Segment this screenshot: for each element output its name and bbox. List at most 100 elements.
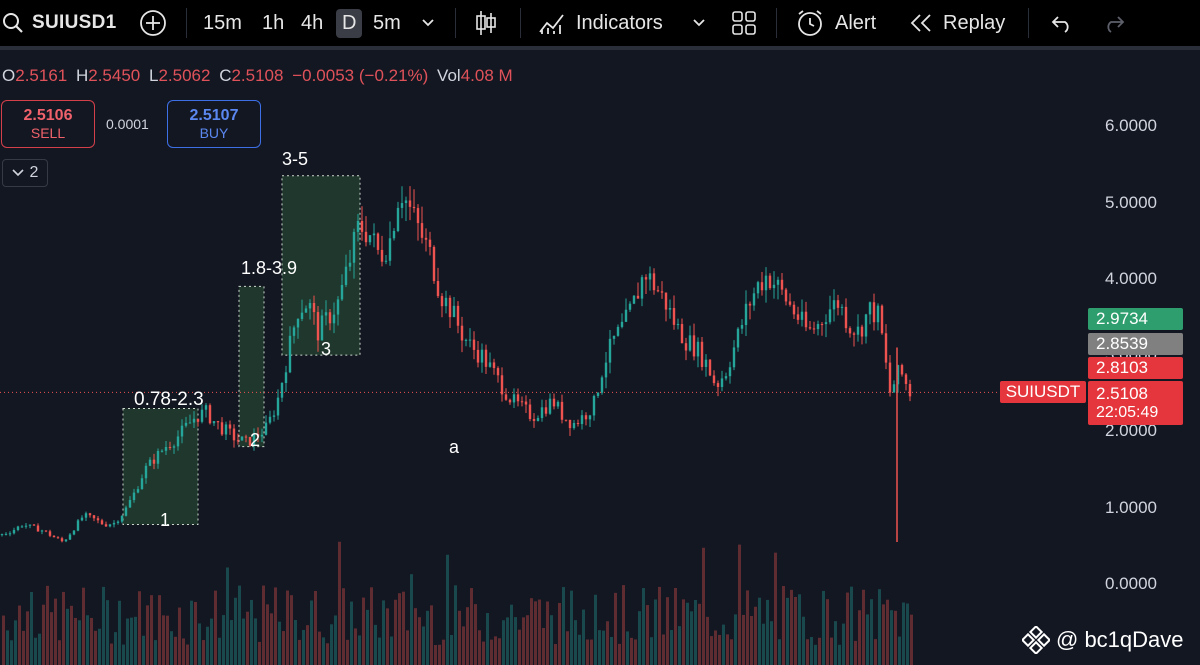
- candle-body: [748, 303, 752, 306]
- candle-body: [520, 401, 524, 403]
- volume-bar: [86, 615, 89, 665]
- volume-bar: [570, 590, 573, 665]
- annotation-label-box-3: 3-5: [282, 149, 308, 169]
- volume-bar: [214, 590, 217, 665]
- volume-bar: [874, 639, 877, 665]
- volume-bar: [538, 599, 541, 665]
- candle-body: [680, 324, 684, 344]
- candle-body: [792, 304, 796, 315]
- volume-bar: [510, 604, 513, 665]
- candle-body: [464, 339, 468, 341]
- bar-countdown: 22:05:49: [1096, 404, 1159, 421]
- timeframe-15m[interactable]: 15m: [203, 11, 242, 34]
- volume-bar: [862, 589, 865, 665]
- indicator-collapse-button[interactable]: 2: [2, 159, 48, 187]
- volume-bar: [330, 624, 333, 665]
- volume-bar: [274, 587, 277, 665]
- symbol-search[interactable]: SUIUSD1: [2, 0, 116, 46]
- candle-body: [772, 284, 776, 289]
- buy-button[interactable]: 2.5107 BUY: [167, 100, 261, 148]
- candle-body: [92, 515, 96, 519]
- volume-bar: [298, 639, 301, 665]
- redo-button[interactable]: [1102, 0, 1126, 46]
- candle-body: [484, 349, 488, 367]
- volume-bar: [66, 608, 69, 665]
- volume-bar: [178, 607, 181, 665]
- timeframe-1h[interactable]: 1h: [262, 11, 285, 34]
- current-price-tag: 2.5108 22:05:49: [1088, 381, 1183, 425]
- volume-bar: [754, 606, 757, 665]
- candle-body: [584, 415, 588, 420]
- candle-body: [204, 405, 208, 410]
- candle-body: [116, 521, 120, 523]
- volume-bar: [42, 604, 45, 665]
- volume-bar: [102, 586, 105, 665]
- candle-body: [516, 394, 520, 402]
- compare-button[interactable]: [139, 0, 167, 46]
- candle-body: [752, 293, 756, 306]
- indicators-button[interactable]: Indicators: [538, 0, 663, 46]
- volume-bar: [678, 626, 681, 665]
- volume-bar: [110, 643, 113, 665]
- volume-bar: [550, 615, 553, 665]
- volume-bar: [2, 615, 5, 665]
- candle-body: [40, 530, 44, 532]
- volume-bar: [370, 587, 373, 665]
- candle-body: [8, 533, 12, 535]
- binance-logo-icon: [1022, 626, 1050, 654]
- candle-body: [460, 325, 464, 341]
- candle-body: [364, 231, 368, 243]
- candle-body: [524, 401, 528, 405]
- candle-body: [288, 335, 292, 373]
- candle-body: [292, 327, 296, 336]
- volume-bar: [282, 631, 285, 665]
- candle-body: [444, 297, 448, 307]
- candle-body: [472, 339, 476, 350]
- candle-body: [296, 318, 300, 328]
- candle-body: [828, 309, 832, 323]
- volume-bar: [758, 597, 761, 665]
- price-axis-label: 0.0000: [1105, 574, 1157, 593]
- candle-body: [612, 335, 616, 339]
- volume-bar: [318, 631, 321, 665]
- volume-bar: [810, 636, 813, 665]
- candle-body: [704, 359, 708, 367]
- volume-bar: [886, 599, 889, 665]
- undo-button[interactable]: [1050, 0, 1074, 46]
- layout-button[interactable]: [731, 0, 757, 46]
- candle-body: [96, 518, 100, 521]
- redo-icon: [1107, 16, 1125, 33]
- candle-body: [596, 392, 600, 396]
- chevron-down-icon: [693, 19, 705, 27]
- candle-body: [324, 312, 328, 316]
- volume-bar: [650, 637, 653, 665]
- candle-body: [36, 525, 40, 532]
- alert-button[interactable]: Alert: [795, 0, 876, 46]
- candle-body: [216, 421, 220, 423]
- timeframe-d[interactable]: D: [336, 0, 363, 46]
- timeframe-dropdown[interactable]: [420, 0, 436, 46]
- candle-body: [220, 422, 224, 435]
- candle-body: [316, 312, 320, 341]
- volume-bar: [442, 639, 445, 665]
- timeframe-5m[interactable]: 5m: [373, 11, 401, 34]
- candle-body: [876, 305, 880, 323]
- volume-bar: [534, 601, 537, 665]
- sell-button[interactable]: 2.5106 SELL: [1, 100, 95, 148]
- watermark: @ bc1qDave: [1022, 626, 1184, 654]
- volume-bar: [774, 552, 777, 665]
- volume-bar: [682, 599, 685, 665]
- volume-bar: [290, 595, 293, 665]
- volume-bar: [186, 644, 189, 665]
- volume-bar: [586, 639, 589, 665]
- candle-body: [48, 531, 52, 536]
- chart-type-button[interactable]: [474, 0, 498, 46]
- indicators-dropdown[interactable]: [691, 0, 707, 46]
- volume-bar: [666, 597, 669, 665]
- candle-body: [712, 375, 716, 384]
- candle-body: [72, 530, 76, 535]
- replay-button[interactable]: Replay: [909, 0, 1005, 46]
- timeframe-4h[interactable]: 4h: [301, 11, 324, 34]
- candle-body: [240, 436, 244, 441]
